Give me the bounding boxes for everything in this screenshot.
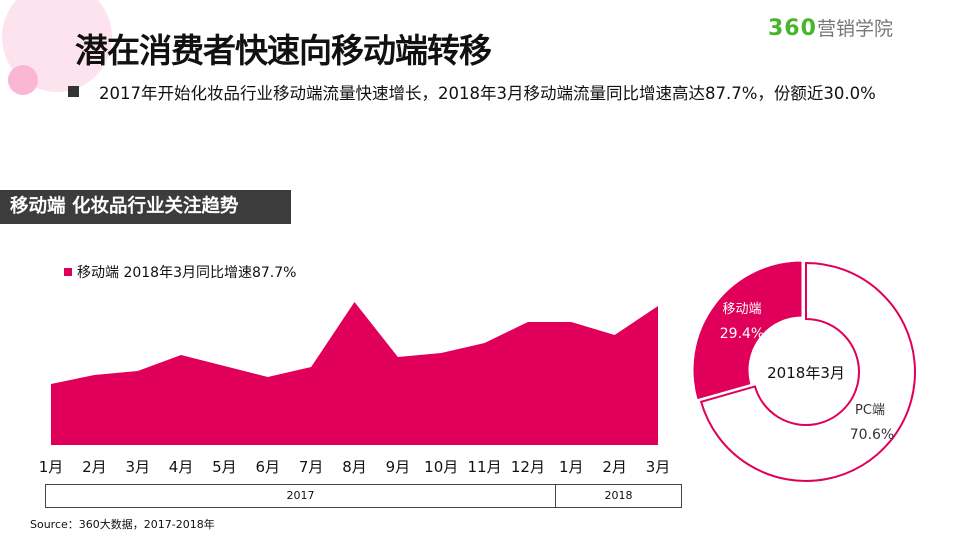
x-tick-label: 12月 — [511, 458, 545, 476]
donut-slice-mobile — [692, 260, 803, 401]
x-tick-label: 7月 — [299, 458, 324, 476]
x-tick-label: 2月 — [602, 458, 627, 476]
x-tick-label: 2月 — [82, 458, 107, 476]
slice-value-mobile: 29.4% — [720, 326, 764, 342]
x-tick-label: 5月 — [212, 458, 237, 476]
x-tick-label: 4月 — [169, 458, 194, 476]
x-tick-label: 3月 — [646, 458, 671, 476]
year-label-2018: 2018 — [604, 489, 633, 502]
area-chart: 1月 2月 3月 4月 5月 6月 7月 8月 9月 10月 11月 12月 1月 2月 3月 — [39, 302, 671, 476]
slice-value-pc: 70.6% — [850, 427, 894, 443]
source-note: Source：360大数据，2017-2018年 — [30, 518, 215, 531]
x-tick-label: 6月 — [256, 458, 281, 476]
donut-center-label: 2018年3月 — [767, 364, 845, 382]
bullet-icon — [68, 86, 79, 97]
section-title: 移动端 化妆品行业关注趋势 — [0, 190, 291, 224]
page-title: 潜在消费者快速向移动端转移 — [75, 31, 492, 70]
donut-slice-pc — [699, 261, 916, 482]
slice-name-pc: PC端 — [855, 403, 885, 418]
logo-text: 营销学院 — [816, 18, 893, 40]
donut-chart: 移动端 29.4% PC端 70.6% 2018年3月 — [692, 260, 916, 482]
slice-name-mobile: 移动端 — [722, 302, 761, 317]
x-tick-label: 9月 — [386, 458, 411, 476]
x-tick-label: 3月 — [125, 458, 150, 476]
legend-label: 移动端 2018年3月同比增速87.7% — [77, 265, 297, 281]
summary-text: 2017年开始化妆品行业移动端流量快速增长，2018年3月移动端流量同比增速高达… — [99, 84, 876, 103]
x-tick-label: 11月 — [468, 458, 502, 476]
logo-number: 360 — [768, 16, 817, 41]
year-label-2017: 2017 — [46, 485, 556, 507]
x-tick-label: 1月 — [559, 458, 584, 476]
x-tick-label: 10月 — [424, 458, 458, 476]
area-series-mobile — [51, 302, 658, 445]
x-tick-label: 8月 — [342, 458, 367, 476]
year-axis: 2017 2018 — [45, 484, 682, 508]
chart-legend: 移动端 2018年3月同比增速87.7% — [64, 262, 296, 282]
logo: 360营销学院 — [768, 14, 893, 41]
legend-swatch — [64, 268, 72, 276]
decorative-circle-small — [8, 65, 38, 95]
x-tick-label: 1月 — [39, 458, 64, 476]
